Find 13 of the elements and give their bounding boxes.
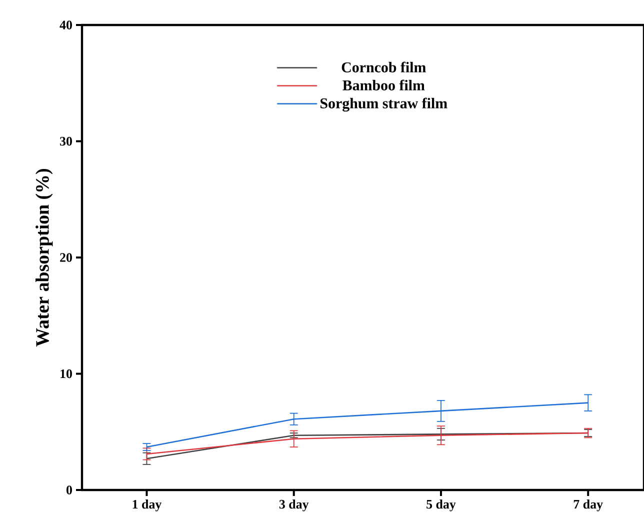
x-tick-label: 7 day (574, 500, 603, 512)
y-tick-label: 10 (60, 369, 72, 378)
y-axis-title: Water absorption (%) (36, 168, 53, 347)
x-tick-label: 3 day (279, 500, 309, 512)
legend-label: Corncob film (342, 62, 426, 72)
x-tick-label: 1 day (132, 500, 162, 512)
x-tick-label: 5 day (426, 500, 456, 512)
legend-label: Bamboo film (342, 80, 425, 90)
y-tick-label: 0 (66, 486, 72, 494)
y-tick-label: 20 (60, 253, 72, 262)
legend-label: Sorghum straw film (320, 98, 448, 112)
y-tick-label: 40 (60, 20, 72, 30)
y-tick-label: 30 (60, 136, 72, 146)
